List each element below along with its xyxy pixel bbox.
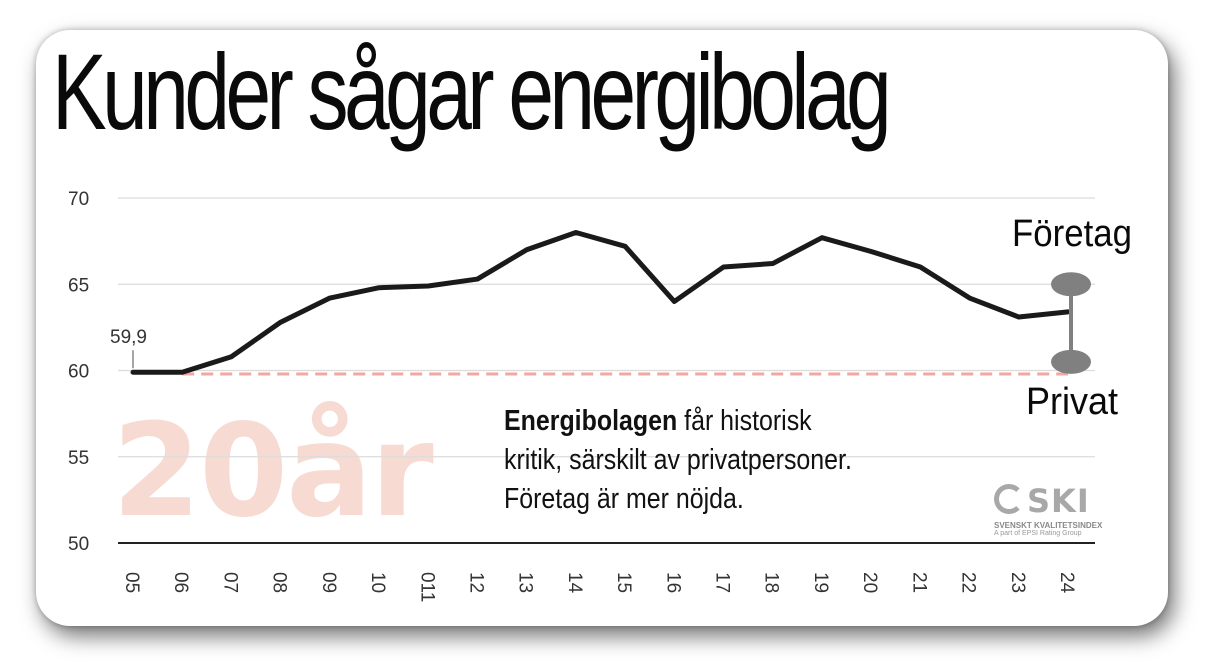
annotation-line2: kritik, särskilt av privatpersoner. (504, 444, 852, 476)
x-tick-12: 12 (465, 572, 486, 593)
watermark-20ar: 20år (112, 397, 434, 546)
marker-foretag (1051, 272, 1091, 297)
series-label-foretag: Företag (1012, 213, 1132, 255)
y-tick-60: 60 (68, 362, 89, 383)
end-markers (1051, 272, 1091, 374)
x-tick-15: 15 (613, 572, 634, 593)
x-tick-19: 19 (810, 572, 831, 593)
x-axis-ticks: 05 06 07 08 09 10 011 12 13 14 15 16 17 18 19 20 21 22 23 2… (121, 572, 1077, 602)
x-tick-20: 20 (859, 572, 880, 593)
x-tick-13: 13 (515, 572, 536, 593)
ski-logo-mark: SKI (994, 484, 1094, 517)
annotation-line1: får historisk (677, 405, 812, 437)
y-tick-55: 55 (68, 448, 89, 469)
ski-name: SVENSKT KVALITETSINDEX (994, 521, 1103, 530)
x-tick-06: 06 (170, 572, 191, 593)
ski-logo: SKI SVENSKT KVALITETSINDEX A part of EPS… (994, 484, 1103, 537)
ski-logo-text: SKI (1027, 482, 1090, 520)
annotation-bold: Energibolagen (504, 405, 678, 437)
x-tick-08: 08 (269, 572, 290, 593)
grid-lines (118, 197, 1095, 544)
x-tick-23: 23 (1007, 572, 1028, 593)
x-tick-07: 07 (219, 572, 240, 593)
x-tick-18: 18 (761, 572, 782, 593)
x-tick-05: 05 (121, 572, 142, 593)
series-line-foretag (130, 230, 1071, 375)
x-tick-14: 14 (564, 572, 585, 594)
x-tick-16: 16 (662, 572, 683, 593)
x-tick-21: 21 (908, 572, 929, 593)
chart-title: Kunder sågar energibolag (52, 31, 892, 152)
ski-circle-icon (994, 484, 1024, 514)
y-tick-65: 65 (68, 275, 89, 296)
x-tick-17: 17 (712, 572, 733, 593)
y-axis-ticks: 50 55 60 65 70 (68, 189, 89, 555)
x-tick-10: 10 (367, 572, 388, 593)
ski-sub: A part of EPSI Rating Group (994, 530, 1082, 537)
annotation-line3: Företag är mer nöjda. (504, 483, 744, 515)
x-tick-09: 09 (318, 572, 339, 593)
series-group (130, 230, 1071, 376)
x-tick-24: 24 (1056, 572, 1077, 594)
y-tick-70: 70 (68, 189, 89, 210)
x-tick-22: 22 (958, 572, 979, 593)
x-tick-011: 011 (416, 572, 437, 602)
marker-privat (1051, 349, 1091, 374)
chart-labels: 59,9 Företag Privat (110, 213, 1132, 423)
series-label-privat: Privat (1026, 381, 1118, 423)
y-tick-50: 50 (68, 534, 89, 555)
chart-card (36, 30, 1168, 626)
data-label-first: 59,9 (110, 327, 147, 348)
annotation-text: Energibolagen får historisk kritik, särsk… (504, 402, 852, 519)
